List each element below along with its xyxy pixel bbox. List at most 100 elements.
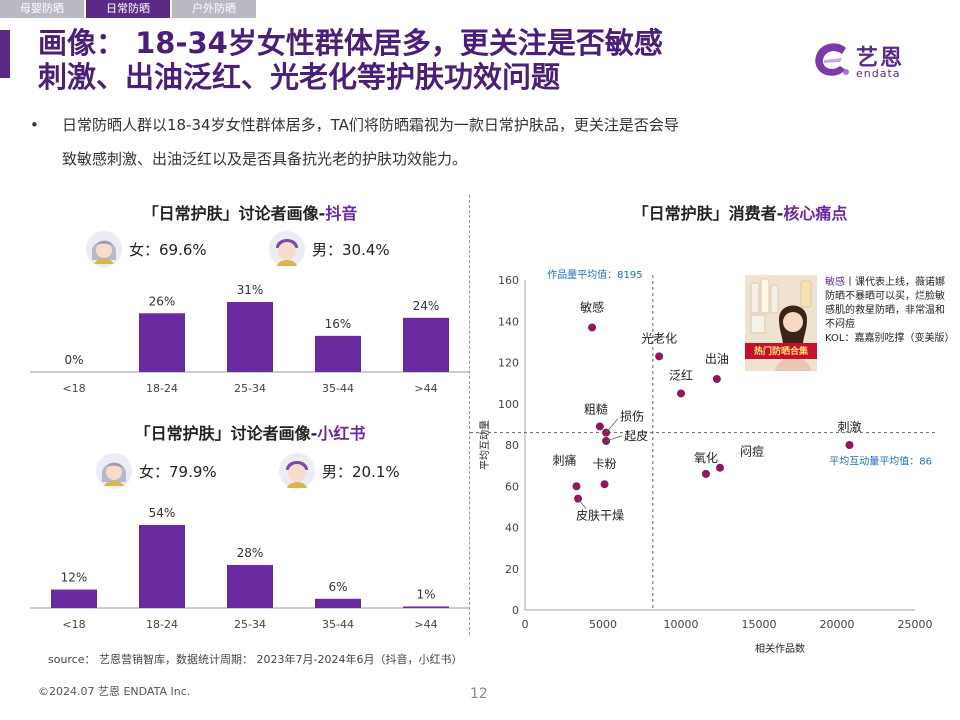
label-leader-line	[605, 418, 619, 433]
bar-value-label: 16%	[325, 317, 352, 331]
scatter-point	[712, 375, 721, 383]
xhs-age-chart-svg: 12% <18 54% 18-24 28% 25-34 6% 35-44 1% >44	[30, 506, 470, 631]
tab-outdoor-sunscreen[interactable]: 户外防晒	[172, 0, 256, 18]
y-tick-label: 20	[505, 563, 519, 576]
female-avatar-icon	[86, 231, 122, 267]
pain-points-scatter: 0 20 40 60 80 100 120 140 160 0 5000 10000 15000 2000…	[470, 260, 950, 660]
xhs-age-chart: 12% <18 54% 18-24 28% 25-34 6% 35-44 1% >44	[30, 500, 470, 635]
y-tick-label: 80	[505, 439, 519, 452]
x-tick-label: 5000	[589, 618, 617, 631]
female-avatar-icon	[96, 453, 132, 489]
y-tick-label: 140	[498, 315, 519, 328]
bar-value-label: 24%	[413, 299, 440, 313]
x-tick-label: 20000	[820, 618, 855, 631]
douyin-female-label: 女：69.6%	[129, 240, 207, 259]
kol-post-thumbnail[interactable]: 热门防晒合集	[745, 275, 817, 371]
label-leader-line	[606, 435, 623, 442]
bullet-dot: •	[30, 116, 39, 134]
scatter-point	[600, 480, 609, 489]
pain-section-title: 「日常护肤」消费者-核心痛点	[560, 200, 920, 224]
bar	[315, 598, 361, 608]
scatter-point	[595, 422, 604, 431]
logo-english-text: endata	[856, 67, 901, 80]
section-divider	[469, 195, 470, 635]
page-title: 画像： 18-34岁女性群体居多，更关注是否敏感 刺激、出油泛红、光老化等护肤功…	[38, 26, 798, 94]
bar	[139, 313, 185, 372]
pain-title-prefix: 「日常护肤」消费者-	[632, 204, 784, 223]
bar-value-label: 31%	[237, 283, 264, 297]
kol-post-image	[745, 275, 817, 371]
bar-value-label: 28%	[237, 546, 264, 560]
douyin-title-prefix: 「日常护肤」讨论者画像-	[142, 204, 326, 223]
scatter-point-label: 氧化	[694, 451, 718, 465]
endata-logo-icon	[815, 43, 849, 76]
xhs-male-stat: 男：20.1%	[278, 452, 400, 490]
bar-value-label: 0%	[64, 353, 83, 367]
xhs-male-label: 男：20.1%	[322, 462, 400, 481]
scatter-point	[655, 352, 664, 361]
bar-value-label: 1%	[416, 587, 435, 601]
scatter-point-label: 刺痛	[552, 452, 576, 467]
scatter-point-label: 起皮	[624, 429, 648, 443]
data-source-note: source： 艺恩营销智库，数据统计周期： 2023年7月-2024年6月（抖…	[48, 653, 463, 666]
douyin-age-chart-svg: 0% <18 26% 18-24 31% 25-34 16% 35-44 24% >44	[30, 283, 470, 395]
tab-maternal-sunscreen[interactable]: 母婴防晒	[0, 0, 84, 18]
xhs-title-prefix: 「日常护肤」讨论者画像-	[134, 424, 318, 443]
category-tabs: 母婴防晒 日常防晒 户外防晒	[0, 0, 258, 18]
scatter-point	[716, 463, 724, 472]
avg-x-label: 作品量平均值：8195	[547, 268, 642, 281]
scatter-point	[588, 323, 597, 332]
page-title-line1: 画像： 18-34岁女性群体居多，更关注是否敏感	[38, 26, 663, 60]
y-tick-label: 160	[498, 274, 519, 287]
x-tick-label: 0	[522, 618, 529, 631]
male-avatar-icon	[269, 231, 305, 267]
bar	[403, 317, 449, 372]
bar-value-label: 6%	[328, 580, 347, 594]
tab-daily-sunscreen[interactable]: 日常防晒	[86, 0, 170, 18]
scatter-point	[701, 469, 710, 478]
bar	[403, 606, 449, 608]
logo-chinese-text: 艺恩	[856, 46, 905, 71]
copyright: ©2024.07 艺恩 ENDATA Inc.	[38, 685, 191, 698]
douyin-title-highlight: 抖音	[325, 204, 358, 223]
scatter-point-label: 粗糙	[584, 402, 608, 416]
summary-line2: 致敏感刺激、出油泛红以及是否具备抗光老的护肤功效能力。	[62, 150, 468, 168]
x-tick-label: 15000	[742, 618, 777, 631]
douyin-section-title: 「日常护肤」讨论者画像-抖音	[60, 200, 440, 224]
bar	[315, 335, 361, 372]
x-tick-label: 10000	[664, 618, 699, 631]
x-tick-label: 25000	[898, 618, 933, 631]
male-avatar-icon	[279, 453, 315, 489]
bar-category-label: 18-24	[146, 382, 178, 395]
page-number: 12	[470, 686, 488, 702]
bar-value-label: 12%	[61, 571, 88, 585]
scatter-point-label: 卡粉	[593, 457, 617, 471]
xhs-female-stat: 女：79.9%	[95, 452, 217, 490]
y-tick-label: 0	[512, 604, 519, 617]
bar	[51, 589, 97, 608]
scatter-point-label: 敏感	[580, 299, 604, 314]
avg-y-label: 平均互动量平均值：86	[829, 455, 932, 468]
bar-category-label: 35-44	[322, 382, 354, 395]
bar-category-label: 35-44	[322, 618, 354, 631]
douyin-male-label: 男：30.4%	[312, 240, 390, 259]
y-tick-label: 60	[505, 480, 519, 493]
douyin-age-chart: 0% <18 26% 18-24 31% 25-34 16% 35-44 24% >44	[30, 280, 470, 395]
bar-category-label: 25-34	[234, 618, 266, 631]
endata-logo: 艺恩 endata	[812, 40, 922, 84]
scatter-point-label: 闷痘	[740, 444, 764, 459]
scatter-point-label: 泛红	[669, 367, 693, 382]
scatter-point-label: 损伤	[620, 410, 644, 424]
bar-category-label: >44	[414, 618, 437, 631]
y-axis-label: 平均互动量	[479, 420, 491, 470]
kol-post-author: KOL：嘉嘉别吃撑（变美版）	[825, 333, 955, 344]
bar	[227, 564, 273, 608]
bar-category-label: >44	[414, 382, 437, 395]
scatter-point-label: 出油	[705, 352, 729, 366]
bar-value-label: 54%	[149, 506, 176, 520]
douyin-male-stat: 男：30.4%	[268, 230, 390, 268]
xhs-female-label: 女：79.9%	[139, 462, 217, 481]
kol-post-tag: 敏感	[825, 277, 845, 288]
y-tick-label: 40	[505, 522, 519, 535]
bar-value-label: 26%	[149, 294, 176, 308]
